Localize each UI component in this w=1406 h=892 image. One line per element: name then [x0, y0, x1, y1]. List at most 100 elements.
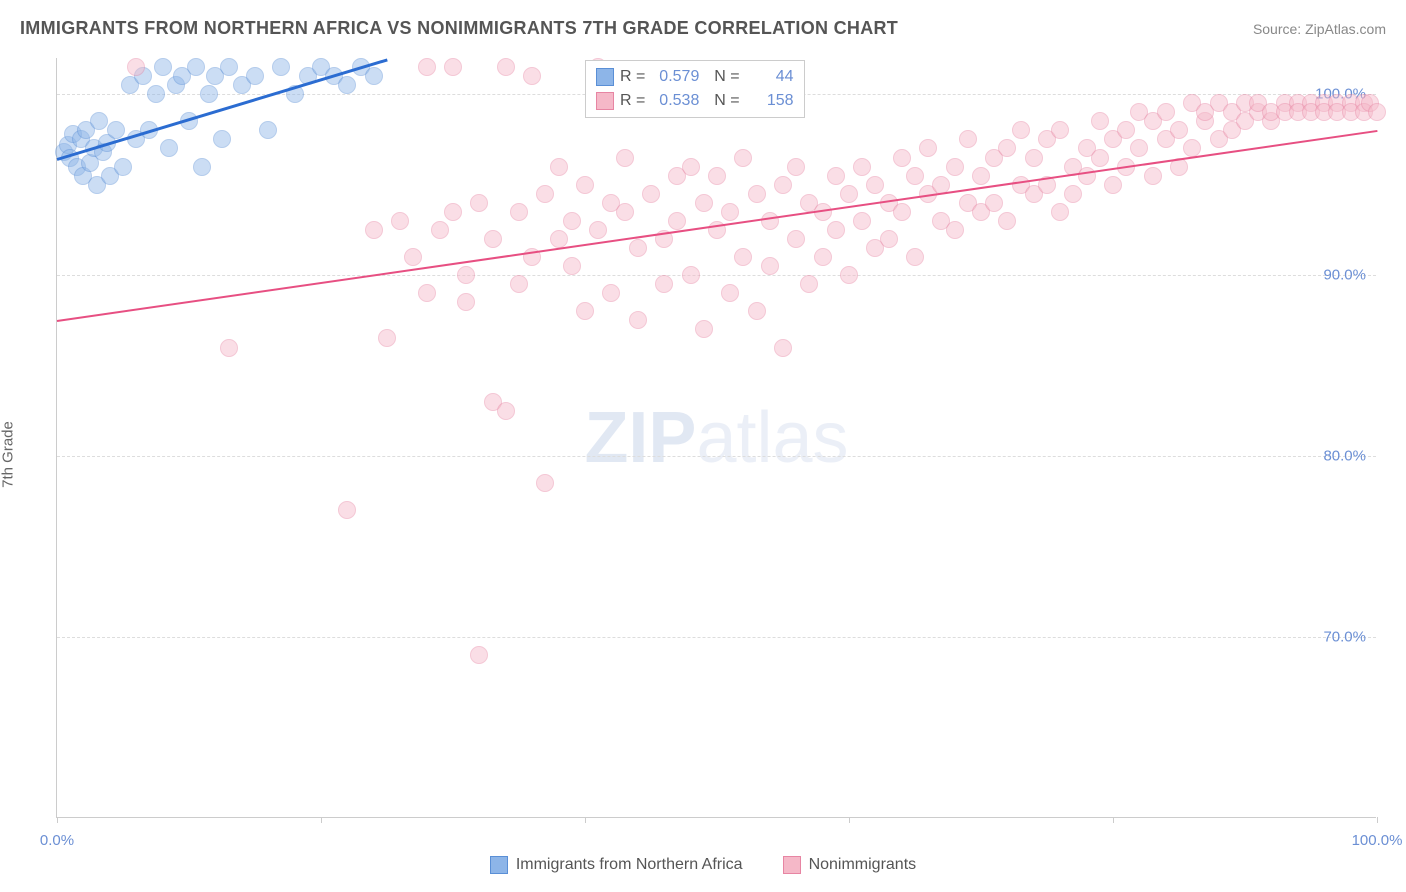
source-label: Source: ZipAtlas.com	[1253, 21, 1386, 37]
n-label: N =	[705, 89, 739, 113]
data-point	[259, 121, 277, 139]
data-point	[1051, 203, 1069, 221]
n-label: N =	[705, 65, 739, 89]
data-point	[602, 284, 620, 302]
data-point	[734, 149, 752, 167]
data-point	[563, 212, 581, 230]
y-tick-label: 80.0%	[1323, 448, 1366, 465]
data-point	[695, 194, 713, 212]
data-point	[431, 221, 449, 239]
data-point	[655, 275, 673, 293]
data-point	[840, 266, 858, 284]
r-value: 0.538	[651, 89, 699, 113]
data-point	[787, 230, 805, 248]
data-point	[774, 339, 792, 357]
gridline	[57, 456, 1376, 457]
data-point	[127, 58, 145, 76]
trend-line	[57, 130, 1377, 322]
data-point	[1091, 112, 1109, 130]
n-value: 158	[746, 89, 794, 113]
data-point	[246, 67, 264, 85]
data-point	[510, 275, 528, 293]
data-point	[642, 185, 660, 203]
x-tick	[1377, 817, 1378, 823]
swatch-nonimmigrants-icon	[783, 856, 801, 874]
data-point	[193, 158, 211, 176]
data-point	[418, 284, 436, 302]
data-point	[497, 58, 515, 76]
data-point	[550, 230, 568, 248]
data-point	[761, 212, 779, 230]
stats-row: R =0.579 N =44	[596, 65, 794, 89]
swatch-icon	[596, 92, 614, 110]
bottom-legend: Immigrants from Northern Africa Nonimmig…	[0, 856, 1406, 874]
data-point	[147, 85, 165, 103]
x-tick-label: 100.0%	[1352, 832, 1403, 849]
watermark-rest: atlas	[696, 398, 848, 478]
data-point	[827, 221, 845, 239]
legend-label-nonimmigrants: Nonimmigrants	[809, 856, 917, 874]
stats-row: R =0.538 N =158	[596, 89, 794, 113]
legend-item-immigrants: Immigrants from Northern Africa	[490, 856, 743, 874]
data-point	[893, 149, 911, 167]
data-point	[365, 67, 383, 85]
data-point	[616, 203, 634, 221]
gridline	[57, 275, 1376, 276]
data-point	[1104, 176, 1122, 194]
data-point	[187, 58, 205, 76]
data-point	[946, 221, 964, 239]
data-point	[827, 167, 845, 185]
title-bar: IMMIGRANTS FROM NORTHERN AFRICA VS NONIM…	[20, 18, 1386, 39]
x-tick	[849, 817, 850, 823]
x-tick-label: 0.0%	[40, 832, 74, 849]
data-point	[998, 139, 1016, 157]
data-point	[418, 58, 436, 76]
data-point	[1144, 167, 1162, 185]
data-point	[1064, 185, 1082, 203]
data-point	[1025, 149, 1043, 167]
data-point	[338, 501, 356, 519]
data-point	[708, 167, 726, 185]
data-point	[721, 284, 739, 302]
data-point	[959, 130, 977, 148]
data-point	[1078, 167, 1096, 185]
r-label: R =	[620, 65, 645, 89]
data-point	[404, 248, 422, 266]
data-point	[721, 203, 739, 221]
data-point	[906, 167, 924, 185]
gridline	[57, 637, 1376, 638]
data-point	[629, 311, 647, 329]
data-point	[338, 76, 356, 94]
data-point	[365, 221, 383, 239]
data-point	[220, 58, 238, 76]
data-point	[576, 302, 594, 320]
x-tick	[1113, 817, 1114, 823]
data-point	[616, 149, 634, 167]
data-point	[220, 339, 238, 357]
data-point	[880, 230, 898, 248]
data-point	[444, 58, 462, 76]
data-point	[470, 194, 488, 212]
data-point	[470, 646, 488, 664]
data-point	[682, 266, 700, 284]
data-point	[510, 203, 528, 221]
data-point	[946, 158, 964, 176]
data-point	[814, 248, 832, 266]
data-point	[563, 257, 581, 275]
data-point	[114, 158, 132, 176]
data-point	[893, 203, 911, 221]
data-point	[589, 221, 607, 239]
swatch-icon	[596, 68, 614, 86]
data-point	[668, 212, 686, 230]
data-point	[444, 203, 462, 221]
data-point	[457, 293, 475, 311]
data-point	[160, 139, 178, 157]
data-point	[761, 257, 779, 275]
data-point	[748, 302, 766, 320]
data-point	[748, 185, 766, 203]
x-tick	[57, 817, 58, 823]
data-point	[200, 85, 218, 103]
data-point	[536, 474, 554, 492]
data-point	[1157, 103, 1175, 121]
y-tick-label: 90.0%	[1323, 267, 1366, 284]
